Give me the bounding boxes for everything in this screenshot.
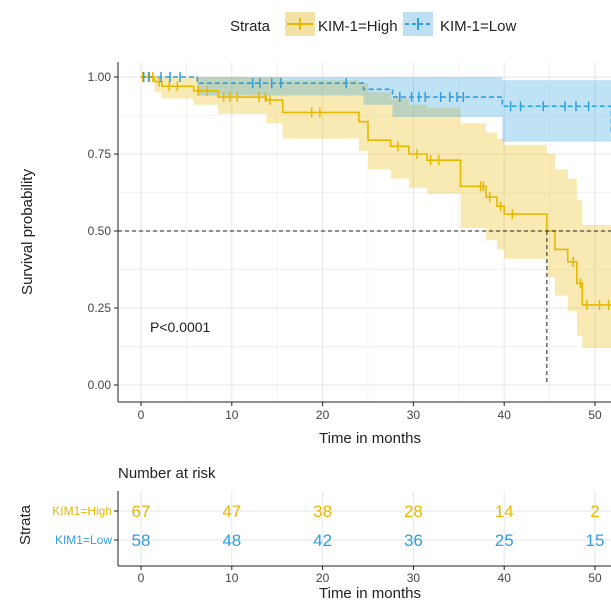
risk-table-body: KIM1=High 67 47 38 28 14 2 KIM1=Low 58 48 42 36 25 15… [52, 502, 604, 585]
risk-table-grid [117, 491, 611, 567]
ci-band [141, 77, 611, 170]
risk-table-x-title: Time in months [319, 585, 421, 602]
risk-count: 58 [132, 531, 151, 550]
risk-table-axis-title: Strata [17, 504, 34, 545]
y-tick-label: 0.25 [88, 301, 112, 315]
survival-curve [141, 76, 611, 134]
risk-count: 67 [132, 502, 151, 521]
x-tick-label: 10 [225, 408, 239, 422]
risk-table-title: Number at risk [118, 465, 216, 482]
x-axis-title: Time in months [319, 430, 421, 447]
y-tick-label: 0.00 [88, 378, 112, 392]
risk-count: 38 [313, 502, 332, 521]
risk-x-tick-label: 0 [138, 571, 145, 585]
p-value-annotation: P<0.0001 [150, 319, 211, 335]
ci-band [141, 77, 611, 349]
risk-x-tick-label: 10 [225, 571, 239, 585]
main-axes: 0.00 0.25 0.50 0.75 1.00 0 10 20 30 40 50 [88, 62, 611, 422]
confidence-bands [141, 77, 611, 349]
legend-label-high: KIM-1=High [318, 18, 398, 35]
survival-curves [141, 76, 611, 306]
risk-count: 47 [222, 502, 241, 521]
plot-background [118, 62, 611, 402]
risk-count: 25 [495, 531, 514, 550]
risk-count: 15 [586, 531, 605, 550]
x-tick-label: 20 [316, 408, 330, 422]
legend: Strata KIM-1=High KIM-1=Low [230, 12, 516, 36]
y-tick-label: 0.50 [88, 224, 112, 238]
y-axis-title: Survival probability [19, 169, 36, 295]
x-tick-label: 30 [407, 408, 421, 422]
survival-curve [141, 76, 611, 306]
risk-count: 2 [590, 502, 599, 521]
risk-x-tick-label: 20 [316, 571, 330, 585]
risk-count: 36 [404, 531, 423, 550]
censor-marks [142, 72, 610, 310]
y-tick-label: 1.00 [88, 70, 112, 84]
x-tick-label: 0 [138, 408, 145, 422]
risk-x-tick-label: 40 [498, 571, 512, 585]
risk-x-tick-label: 30 [407, 571, 421, 585]
x-tick-label: 40 [498, 408, 512, 422]
risk-count: 14 [495, 502, 514, 521]
median-lines [118, 230, 611, 385]
risk-row-label: KIM1=Low [55, 533, 112, 547]
risk-table-background [118, 491, 611, 566]
main-grid [118, 62, 611, 402]
y-tick-label: 0.75 [88, 147, 112, 161]
risk-count: 42 [313, 531, 332, 550]
risk-count: 48 [222, 531, 241, 550]
risk-row-label: KIM1=High [52, 504, 112, 518]
legend-label-low: KIM-1=Low [440, 18, 516, 35]
legend-title: Strata [230, 18, 271, 35]
risk-x-tick-label: 50 [588, 571, 602, 585]
risk-count: 28 [404, 502, 423, 521]
x-tick-label: 50 [588, 408, 602, 422]
